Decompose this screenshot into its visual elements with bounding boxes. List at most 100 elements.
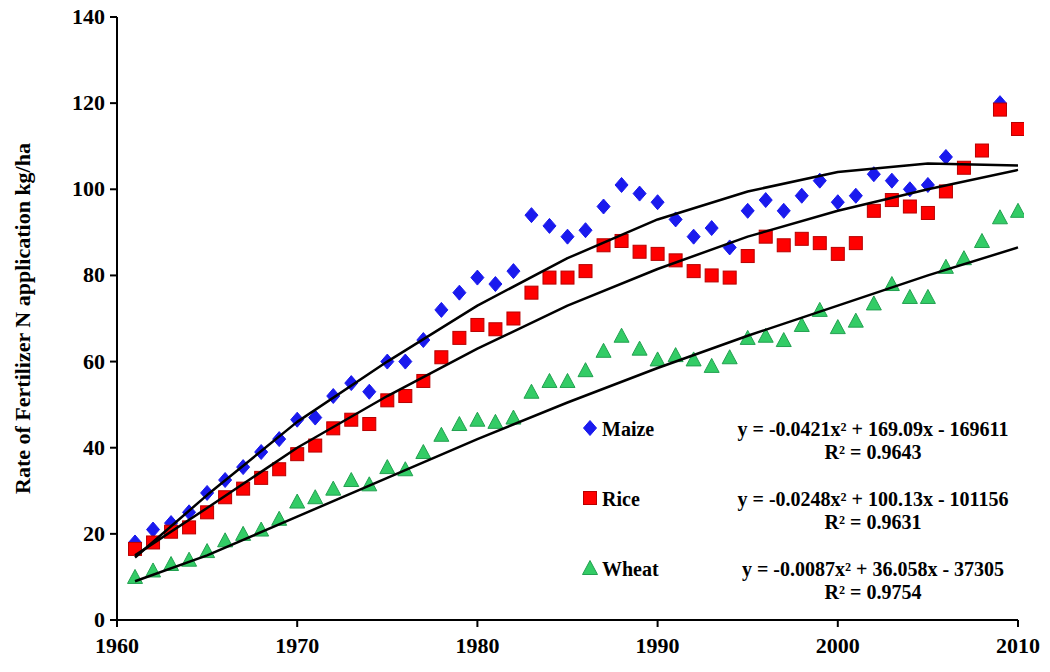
y-tick-label: 120 [72,90,105,115]
point [974,233,989,247]
x-tick-label: 1990 [636,633,680,658]
point [849,237,862,250]
y-tick-label: 100 [72,176,105,201]
point [561,229,574,244]
x-tick-label: 1960 [95,633,139,658]
x-tick-label: 1980 [455,633,499,658]
point [543,271,556,284]
point [596,343,611,357]
point [723,271,736,284]
equation: y = -0.0248x² + 100.13x - 101156 [737,488,1008,511]
point [795,232,808,245]
point [704,358,719,372]
point [920,289,935,303]
legend-label: Rice [602,488,640,510]
y-tick [110,619,117,621]
y-tick [110,447,117,449]
point [651,247,664,260]
legend-label: Wheat [602,558,659,580]
y-tick-label: 0 [94,607,105,632]
point [290,494,305,508]
x-tick [1017,620,1019,627]
point [939,149,952,164]
plot-area [128,96,1024,584]
point [471,318,484,331]
point [1011,203,1025,217]
trend-line [135,247,1018,581]
point [830,320,845,334]
x-tick [296,620,298,627]
point [687,265,700,278]
point [885,173,898,188]
point [488,414,503,428]
y-tick [110,188,117,190]
point [1012,122,1025,135]
point [578,363,593,377]
point [705,269,718,282]
point [453,285,466,300]
point [687,229,700,244]
point [128,569,143,583]
point [470,412,485,426]
point [489,277,502,292]
y-tick [110,361,117,363]
y-axis-label: Rate of Fertilizer N application kg/ha [10,143,35,494]
legend: Maizey = -0.0421x² + 169.09x - 169611R² … [583,418,1009,603]
r-squared: R² = 0.9631 [825,511,922,533]
y-tick-label: 20 [83,521,105,546]
point [777,203,790,218]
y-tick [110,102,117,104]
point [326,481,341,495]
point [867,204,880,217]
point [579,265,592,278]
chart: 0204060801001201401960197019801990200020… [0,0,1050,672]
legend-marker [584,492,597,505]
y-tick-label: 40 [83,435,105,460]
x-tick [476,620,478,627]
point [363,384,376,399]
x-tick [837,620,839,627]
point [363,418,376,431]
point [542,373,557,387]
x-tick [116,620,118,627]
r-squared: R² = 0.9754 [825,581,922,603]
y-axis-line [116,17,118,620]
point [471,270,484,285]
point [561,271,574,284]
point [543,218,556,233]
equation: y = -0.0421x² + 169.09x - 169611 [737,418,1008,441]
point [416,445,431,459]
point [848,313,863,327]
point [741,203,754,218]
trend-line [135,170,1018,555]
legend-marker [584,421,597,436]
x-tick-label: 1970 [275,633,319,658]
y-tick [110,274,117,276]
point [597,199,610,214]
point [993,103,1006,116]
point [633,245,646,258]
point [615,177,628,192]
point [849,188,862,203]
series-rice [129,103,1024,555]
point [903,200,916,213]
point [975,144,988,157]
point [831,195,844,210]
y-tick-label: 60 [83,349,105,374]
point [579,223,592,238]
point [452,417,467,431]
point [399,390,412,403]
y-tick [110,16,117,18]
point [435,351,448,364]
point [525,208,538,223]
point [453,331,466,344]
series-maize [129,96,1007,550]
point [866,296,881,310]
point [777,239,790,252]
point [633,186,646,201]
x-tick-label: 2010 [996,633,1040,658]
point [308,490,323,504]
point [722,350,737,364]
point [902,289,917,303]
point [759,193,772,208]
